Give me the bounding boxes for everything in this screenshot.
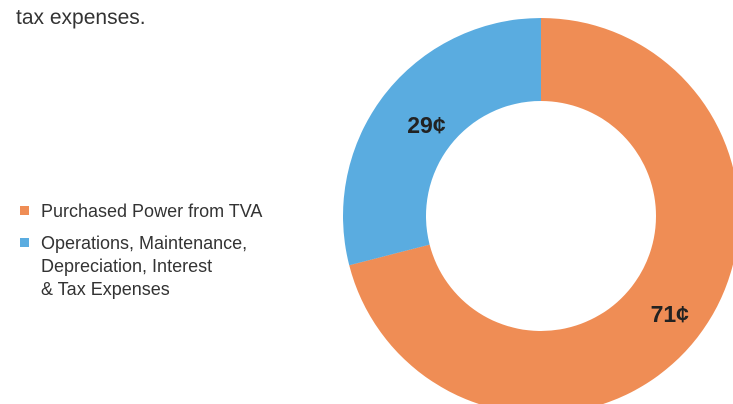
legend-label-operations: Operations, Maintenance, Depreciation, I… — [41, 233, 248, 299]
chart-legend: Purchased Power from TVA Operations, Mai… — [20, 200, 320, 310]
intro-text: tax expenses. — [16, 6, 146, 29]
donut-chart: 71¢ 29¢ — [343, 18, 733, 404]
legend-item-purchased-power: Purchased Power from TVA — [20, 200, 320, 223]
data-label-purchased-power: 71¢ — [651, 301, 690, 327]
data-label-operations: 29¢ — [407, 112, 446, 138]
legend-label-purchased-power: Purchased Power from TVA — [41, 201, 263, 221]
legend-swatch-purchased-power — [20, 206, 29, 215]
legend-swatch-operations — [20, 238, 29, 247]
donut-slice-operations — [343, 18, 541, 266]
donut-slice-purchased-power — [349, 18, 733, 404]
legend-item-operations: Operations, Maintenance, Depreciation, I… — [20, 232, 320, 301]
